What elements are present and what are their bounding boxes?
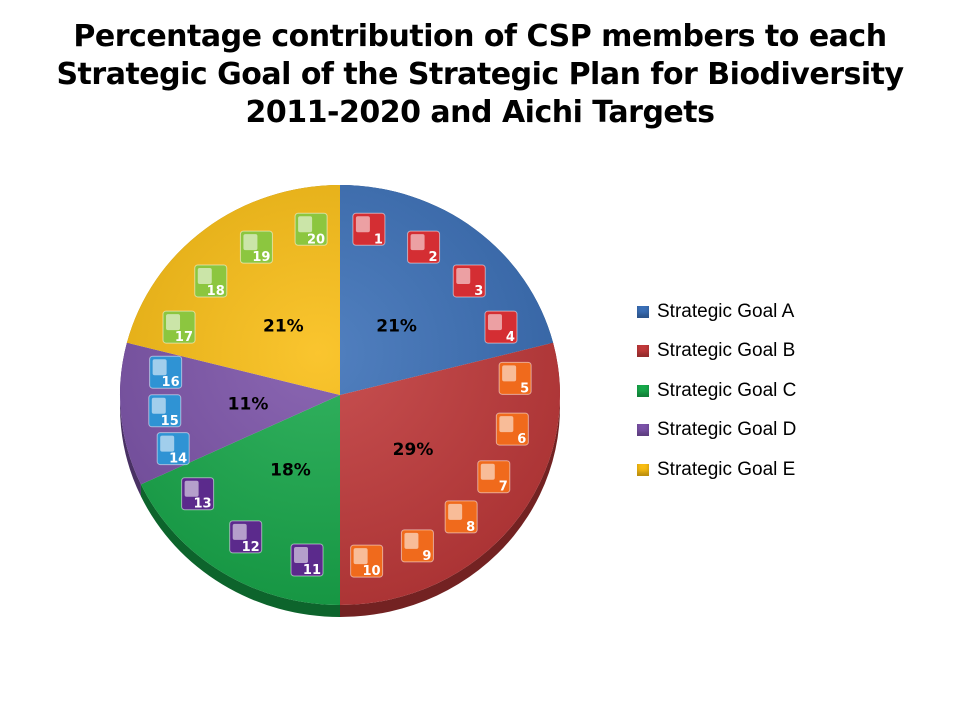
title-line-1: Percentage contribution of CSP members t… <box>73 19 887 54</box>
aichi-target-number: 9 <box>422 549 431 564</box>
legend-label: Strategic Goal A <box>657 300 795 322</box>
aichi-target-number: 13 <box>194 497 212 512</box>
aichi-target-icon-18: 18 <box>194 264 228 299</box>
aichi-target-number: 5 <box>520 381 529 396</box>
aichi-target-number: 3 <box>474 284 483 299</box>
legend-label: Strategic Goal D <box>657 419 797 441</box>
legend-label: Strategic Goal E <box>657 458 796 480</box>
aichi-target-number: 8 <box>466 520 475 535</box>
aichi-target-number: 4 <box>506 330 515 345</box>
aichi-target-number: 19 <box>252 250 270 265</box>
aichi-target-icon-17: 17 <box>162 310 196 345</box>
aichi-target-icon-12: 12 <box>229 520 263 555</box>
aichi-target-icon-5: 5 <box>498 361 532 396</box>
aichi-target-number: 6 <box>517 432 526 447</box>
legend-label: Strategic Goal B <box>657 340 796 362</box>
legend-item: Strategic Goal B <box>637 332 796 372</box>
aichi-target-icon-2: 2 <box>407 230 441 265</box>
aichi-target-icon-7: 7 <box>477 460 511 495</box>
legend-item: Strategic Goal D <box>637 411 796 451</box>
title-line-3: 2011-2020 and Aichi Targets <box>245 95 715 130</box>
legend-item: Strategic Goal C <box>637 371 796 411</box>
aichi-target-number: 2 <box>429 250 438 265</box>
aichi-target-icon-4: 4 <box>484 310 518 345</box>
legend-swatch <box>637 305 649 318</box>
slice-percent-label: 11% <box>228 394 269 414</box>
aichi-target-icon-20: 20 <box>294 212 328 247</box>
aichi-target-number: 17 <box>175 330 193 345</box>
legend-swatch <box>637 384 649 397</box>
aichi-target-number: 20 <box>307 232 325 247</box>
aichi-target-icon-16: 16 <box>149 355 183 390</box>
chart-title: Percentage contribution of CSP members t… <box>40 18 920 132</box>
aichi-target-icon-9: 9 <box>400 529 434 564</box>
aichi-target-icon-19: 19 <box>239 230 273 265</box>
aichi-target-icon-13: 13 <box>181 477 215 512</box>
slice-percent-label: 18% <box>270 460 311 480</box>
aichi-target-icon-6: 6 <box>495 412 529 447</box>
slice-percent-label: 29% <box>393 440 434 460</box>
legend-item: Strategic Goal A <box>637 292 796 332</box>
legend-swatch <box>637 424 649 437</box>
aichi-target-number: 10 <box>363 564 381 579</box>
legend-swatch <box>637 463 649 476</box>
aichi-target-number: 16 <box>162 375 180 390</box>
aichi-target-icon-15: 15 <box>148 394 182 429</box>
aichi-target-icon-3: 3 <box>452 264 486 299</box>
legend-swatch <box>637 345 649 358</box>
aichi-target-icon-1: 1 <box>352 212 386 247</box>
aichi-target-number: 12 <box>242 540 260 555</box>
aichi-target-number: 1 <box>374 232 383 247</box>
aichi-target-icon-11: 11 <box>290 543 324 578</box>
aichi-target-number: 7 <box>499 480 508 495</box>
slice-percent-label: 21% <box>263 316 304 336</box>
legend: Strategic Goal A Strategic Goal B Strategi… <box>637 292 796 490</box>
aichi-target-number: 15 <box>161 414 179 429</box>
aichi-target-icon-10: 10 <box>350 544 384 579</box>
aichi-target-number: 18 <box>207 284 225 299</box>
aichi-target-number: 14 <box>169 452 187 467</box>
legend-label: Strategic Goal C <box>657 379 797 401</box>
aichi-target-number: 11 <box>303 563 321 578</box>
aichi-target-icon-14: 14 <box>156 432 190 467</box>
aichi-target-icon-8: 8 <box>444 500 478 535</box>
slice-percent-label: 21% <box>376 316 417 336</box>
title-line-2: Strategic Goal of the Strategic Plan for… <box>56 57 904 92</box>
legend-item: Strategic Goal E <box>637 450 796 490</box>
